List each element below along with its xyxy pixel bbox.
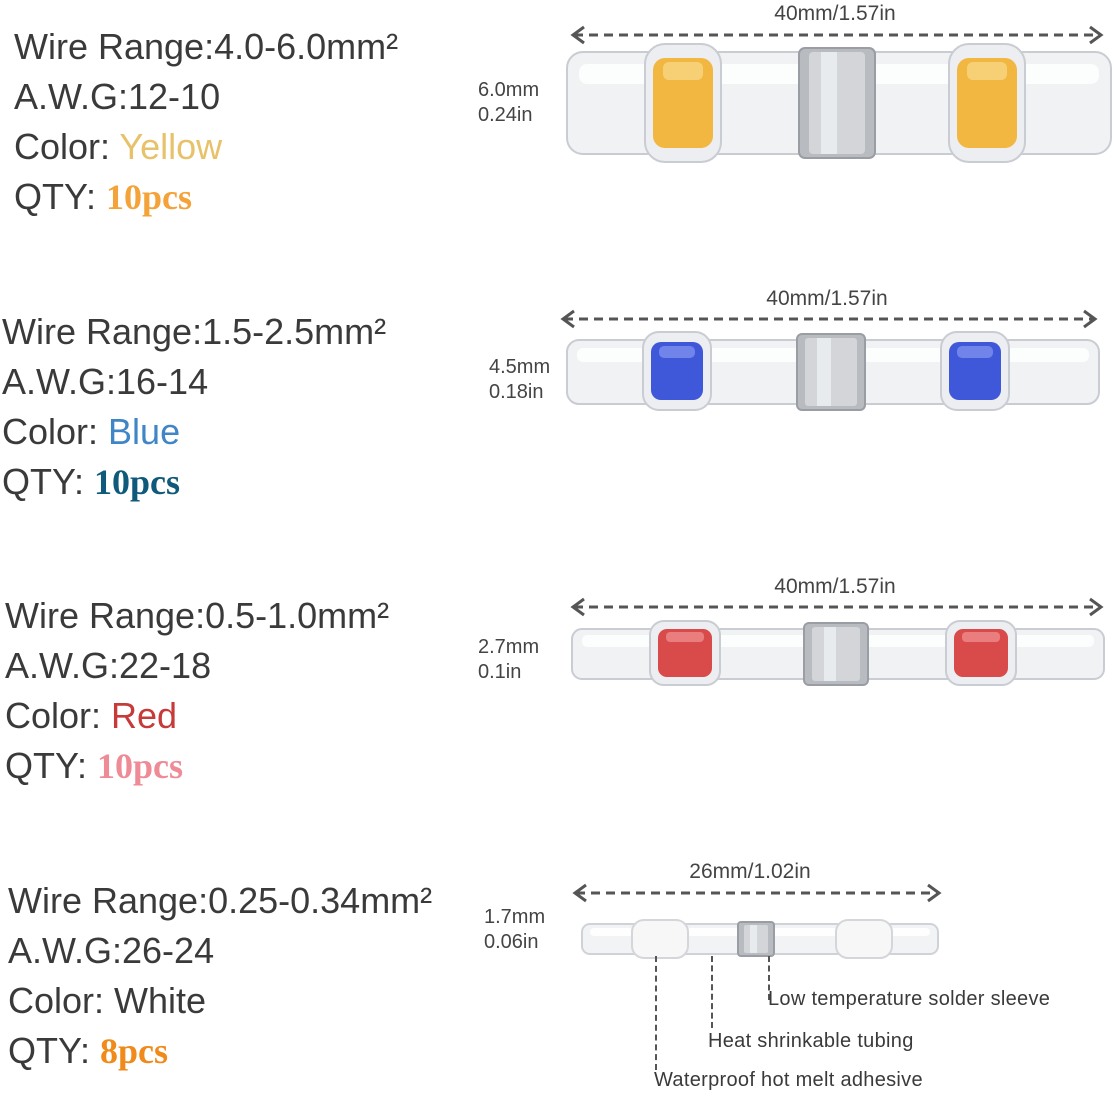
awg-text: A.W.G:26-24 — [8, 930, 215, 971]
length-label: 40mm/1.57in — [774, 575, 896, 598]
length-arrow — [570, 596, 1104, 618]
wire-range-text: Wire Range:4.0-6.0mm² — [14, 26, 399, 67]
qty-value: 10pcs — [97, 746, 184, 786]
length-label: 40mm/1.57in — [774, 2, 896, 25]
qty-line: QTY: 8pcs — [8, 1026, 432, 1076]
color-line: Color: Blue — [2, 407, 386, 457]
qty-value: 10pcs — [94, 462, 181, 502]
diameter-mm: 6.0mm — [478, 79, 540, 101]
diameter-in: 0.24in — [478, 104, 533, 126]
callout-hot-melt-adhesive: Waterproof hot melt adhesive — [654, 1069, 923, 1091]
color-name: Blue — [108, 411, 181, 452]
awg-text: A.W.G:16-14 — [2, 361, 209, 402]
color-name: White — [114, 980, 207, 1021]
wire-range-text: Wire Range:0.25-0.34mm² — [8, 880, 433, 921]
color-label: Color: — [8, 980, 115, 1021]
color-line: Color: Yellow — [14, 122, 398, 172]
length-arrow — [570, 24, 1104, 46]
qty-line: QTY: 10pcs — [14, 172, 398, 222]
diameter-label: 2.7mm 0.1in — [478, 635, 539, 685]
connector-blue-image — [565, 330, 1101, 412]
color-line: Color: White — [8, 976, 432, 1026]
callout-solder-sleeve: Low temperature solder sleeve — [768, 988, 1051, 1010]
qty-line: QTY: 10pcs — [2, 457, 386, 507]
qty-label: QTY: — [14, 176, 107, 217]
diameter-in: 0.18in — [489, 381, 544, 403]
diameter-label: 4.5mm 0.18in — [489, 355, 550, 405]
awg-text: A.W.G:12-10 — [14, 76, 221, 117]
leader-line-solder — [768, 956, 770, 1000]
spec-block-red: Wire Range:0.5-1.0mm² A.W.G:22-18 Color:… — [5, 591, 389, 791]
diameter-mm: 1.7mm — [484, 906, 546, 928]
leader-line-tubing — [711, 956, 713, 1028]
color-label: Color: — [5, 695, 112, 736]
length-arrow — [572, 882, 942, 904]
qty-label: QTY: — [8, 1030, 101, 1071]
color-name: Yellow — [119, 126, 223, 167]
connector-yellow-image — [565, 40, 1113, 166]
connector-white-image — [580, 918, 940, 960]
qty-label: QTY: — [5, 745, 98, 786]
awg-text: A.W.G:22-18 — [5, 645, 212, 686]
qty-value: 8pcs — [100, 1031, 169, 1071]
qty-value: 10pcs — [106, 177, 193, 217]
spec-block-blue: Wire Range:1.5-2.5mm² A.W.G:16-14 Color:… — [2, 307, 386, 507]
qty-line: QTY: 10pcs — [5, 741, 389, 791]
diameter-mm: 4.5mm — [489, 356, 551, 378]
diameter-in: 0.06in — [484, 931, 539, 953]
color-line: Color: Red — [5, 691, 389, 741]
spec-block-yellow: Wire Range:4.0-6.0mm² A.W.G:12-10 Color:… — [14, 22, 398, 222]
color-name: Red — [111, 695, 178, 736]
leader-line-adhesive — [655, 956, 657, 1070]
length-arrow — [560, 308, 1098, 330]
diameter-in: 0.1in — [478, 661, 522, 683]
color-label: Color: — [2, 411, 109, 452]
callout-heat-shrink-tubing: Heat shrinkable tubing — [708, 1030, 914, 1052]
qty-label: QTY: — [2, 461, 95, 502]
wire-range-text: Wire Range:1.5-2.5mm² — [2, 311, 387, 352]
wire-range-text: Wire Range:0.5-1.0mm² — [5, 595, 390, 636]
diameter-label: 6.0mm 0.24in — [478, 78, 539, 128]
spec-block-white: Wire Range:0.25-0.34mm² A.W.G:26-24 Colo… — [8, 876, 432, 1076]
connector-red-image — [570, 617, 1106, 689]
diameter-label: 1.7mm 0.06in — [484, 905, 545, 955]
length-label: 40mm/1.57in — [766, 287, 888, 310]
diameter-mm: 2.7mm — [478, 636, 540, 658]
color-label: Color: — [14, 126, 120, 167]
length-label: 26mm/1.02in — [689, 860, 811, 883]
